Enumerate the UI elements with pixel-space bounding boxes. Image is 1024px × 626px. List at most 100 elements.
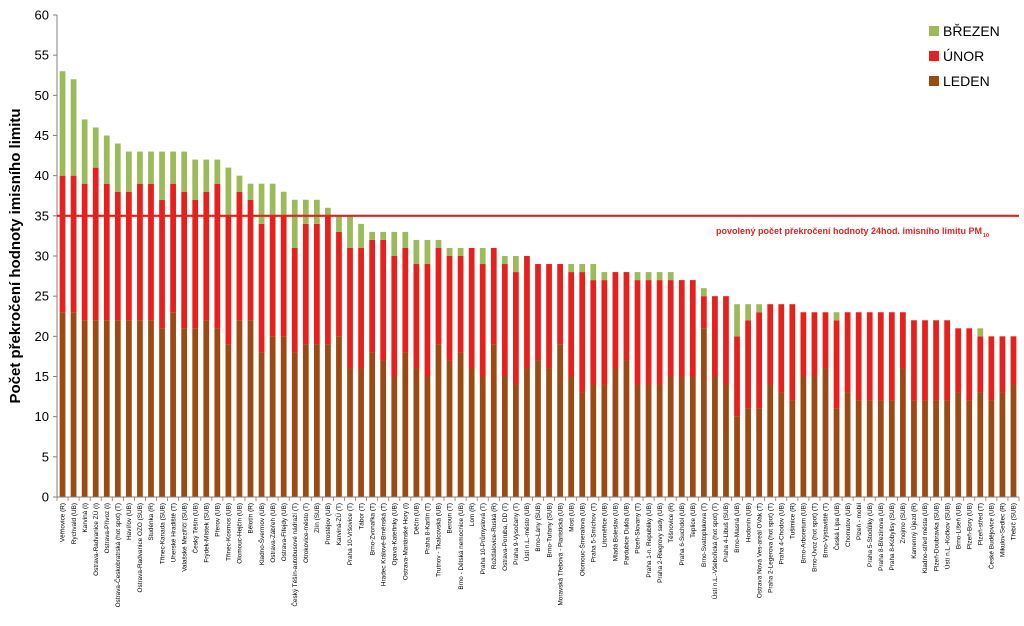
x-category-label: Litoměřice (UB) bbox=[602, 503, 609, 547]
bar-segment-březen bbox=[579, 264, 586, 273]
bar-segment-leden bbox=[756, 408, 763, 497]
bar-segment-únor bbox=[269, 215, 276, 337]
x-category-label: Český Těšín-autobusové nádraží (T) bbox=[290, 503, 299, 607]
bar-segment-únor bbox=[280, 215, 287, 337]
x-category-label: Karviná-ZÚ (T) bbox=[334, 503, 343, 545]
bar-segment-únor bbox=[767, 304, 774, 385]
x-category-label: Plzeň-Bory (UB) bbox=[966, 503, 973, 549]
bar-segment-únor bbox=[490, 247, 497, 345]
x-category-label: Brno-Masná (UB) bbox=[734, 503, 741, 553]
bar-segment-únor bbox=[413, 264, 420, 369]
bar-segment-březen bbox=[159, 151, 165, 200]
bar-segment-únor bbox=[380, 239, 387, 361]
x-category-label: Studénka (R) bbox=[148, 503, 155, 541]
x-category-label: Praha 6-Suchdol (UB) bbox=[679, 503, 686, 566]
bar-segment-únor bbox=[468, 247, 475, 369]
x-category-label: České Budějovice (UB) bbox=[987, 503, 996, 569]
x-category-label: Brno-Arboretum (UB) bbox=[801, 503, 808, 563]
x-category-label: Děčín (UB) bbox=[414, 503, 421, 535]
bar-segment-únor bbox=[402, 247, 409, 353]
x-category-label: Praha 2-Legerova (hot spot) (T) bbox=[767, 503, 774, 593]
bar-segment-leden bbox=[501, 376, 508, 497]
bar-segment-leden bbox=[479, 376, 486, 497]
bar-segment-březen bbox=[634, 272, 641, 281]
bar-segment-leden bbox=[944, 400, 950, 497]
bar-segment-leden bbox=[92, 320, 99, 497]
bar-segment-leden bbox=[612, 368, 619, 497]
bar-segment-únor bbox=[933, 320, 939, 401]
x-category-label: Moravská Třebová - Piaristická (UB) bbox=[557, 503, 564, 606]
bar-segment-leden bbox=[181, 328, 188, 497]
bar-segment-leden bbox=[524, 368, 530, 497]
bar-segment-únor bbox=[59, 175, 66, 313]
bar-segment-leden bbox=[513, 384, 519, 497]
bar-segment-březen bbox=[70, 79, 77, 176]
x-category-label: Brno-Svatoplukova (T) bbox=[701, 503, 708, 567]
bar-segment-únor bbox=[977, 336, 984, 393]
legend-swatch-leden bbox=[929, 76, 939, 86]
x-category-label: Bělotín (R) bbox=[248, 503, 255, 534]
bar-segment-únor bbox=[734, 336, 740, 417]
bar-segment-leden bbox=[391, 376, 398, 497]
bar-segment-únor bbox=[811, 312, 818, 377]
x-category-label: Frýdek-Místek (SUB) bbox=[203, 503, 210, 563]
bar-segment-únor bbox=[524, 256, 530, 369]
bar-segment-únor bbox=[911, 320, 917, 401]
bar-segment-leden bbox=[822, 368, 829, 497]
bar-segment-březen bbox=[336, 215, 342, 232]
bar-segment-leden bbox=[579, 392, 586, 497]
x-category-label: Brno-Úvoz (hot spot) (T) bbox=[810, 503, 819, 572]
x-category-label: Most (UB) bbox=[568, 503, 575, 532]
bar-segment-leden bbox=[966, 400, 973, 497]
bar-segment-únor bbox=[656, 280, 663, 385]
y-tick-label: 20 bbox=[35, 329, 49, 344]
bar-segment-únor bbox=[623, 272, 630, 361]
bar-segment-březen bbox=[347, 215, 353, 248]
bar-segment-leden bbox=[645, 384, 652, 497]
x-category-label: Rychvald (UB) bbox=[71, 503, 78, 544]
bar-segment-únor bbox=[833, 320, 840, 409]
bar-segment-únor bbox=[236, 191, 243, 321]
bar-segment-leden bbox=[336, 336, 342, 497]
bar-segment-leden bbox=[745, 408, 751, 497]
bar-segment-únor bbox=[888, 312, 895, 401]
bar-segment-únor bbox=[457, 256, 464, 353]
x-category-label: Brno-Líšeň (UB) bbox=[955, 503, 962, 549]
bar-segment-únor bbox=[181, 191, 188, 329]
bar-segment-únor bbox=[822, 312, 829, 369]
x-category-label: Ústí n.L.-Kočkov (SUB) bbox=[942, 503, 951, 569]
x-category-label: Brno-Zvonařka (T) bbox=[369, 503, 376, 555]
bar-segment-únor bbox=[988, 336, 995, 401]
bar-segment-leden bbox=[689, 376, 696, 497]
bar-segment-únor bbox=[966, 328, 973, 401]
bar-segment-únor bbox=[103, 183, 110, 321]
x-category-label: Olomouc-Šmeralova (UB) bbox=[577, 503, 586, 576]
bar-segment-únor bbox=[855, 312, 862, 401]
bar-segment-leden bbox=[999, 392, 1006, 497]
bar-segment-leden bbox=[225, 344, 232, 497]
bar-segment-únor bbox=[645, 280, 652, 385]
bar-segment-leden bbox=[933, 400, 939, 497]
x-category-labels: Věřňovice (R) Rychvald (UB) Karviná (I) Ost… bbox=[60, 503, 1018, 607]
bar-segment-únor bbox=[513, 272, 519, 385]
bar-segment-leden bbox=[114, 320, 121, 497]
bar-segment-leden bbox=[258, 352, 265, 497]
bar-segment-březen bbox=[568, 264, 575, 273]
x-category-label: Kladno-Švermov (UB) bbox=[257, 503, 266, 565]
bar-segment-únor bbox=[258, 223, 265, 353]
y-tick-label: 5 bbox=[42, 449, 49, 464]
bar-segment-březen bbox=[114, 143, 121, 192]
bar-segment-únor bbox=[325, 215, 331, 345]
bar-segment-únor bbox=[700, 296, 707, 329]
x-category-label: Praha 8-Kobylisy (SUB) bbox=[889, 503, 896, 570]
bar-segment-březen bbox=[656, 272, 663, 281]
bar-segment-únor bbox=[336, 231, 342, 337]
x-category-label: Praha 10-Vršovice (T) bbox=[347, 503, 354, 565]
bar-segment-únor bbox=[601, 280, 608, 385]
bar-segment-březen bbox=[435, 239, 442, 248]
bar-segment-březen bbox=[103, 135, 110, 184]
bar-segment-leden bbox=[192, 328, 199, 497]
bar-segment-únor bbox=[568, 272, 575, 377]
x-category-label: Rožďalovice-Ruská (R) bbox=[491, 503, 498, 569]
bar-segment-leden bbox=[877, 400, 884, 497]
